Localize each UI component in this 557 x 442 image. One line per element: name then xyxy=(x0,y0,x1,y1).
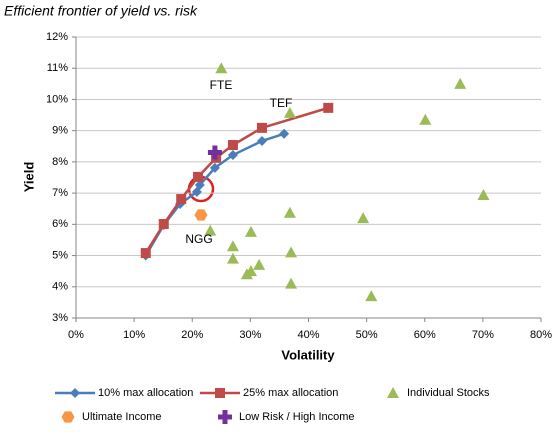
legend-item: Low Risk / High Income xyxy=(218,410,355,424)
x-tick-label: 80% xyxy=(530,329,552,341)
legend-label: Individual Stocks xyxy=(407,387,490,399)
marker xyxy=(283,206,296,218)
marker xyxy=(194,209,208,221)
y-tick-label: 8% xyxy=(52,156,68,168)
legend-item: Ultimate Income xyxy=(61,411,161,423)
marker xyxy=(158,219,169,230)
marker xyxy=(244,225,257,237)
marker xyxy=(419,113,432,125)
x-tick-label: 20% xyxy=(181,329,203,341)
marker xyxy=(227,140,238,151)
legend-label: 25% max allocation xyxy=(243,387,338,399)
y-tick-label: 4% xyxy=(52,281,68,293)
y-tick-label: 7% xyxy=(52,187,68,199)
marker xyxy=(140,248,151,259)
y-tick-label: 10% xyxy=(46,93,68,105)
marker xyxy=(218,410,232,424)
legend-item: Individual Stocks xyxy=(387,387,490,399)
marker xyxy=(387,387,399,398)
marker xyxy=(365,290,378,302)
y-tick-label: 3% xyxy=(52,312,68,324)
y-axis-title: Yield xyxy=(21,162,36,193)
y-tick-label: 5% xyxy=(52,249,68,261)
marker xyxy=(176,194,187,205)
marker xyxy=(285,246,298,258)
x-tick-label: 10% xyxy=(123,329,145,341)
marker xyxy=(215,62,228,74)
series-line xyxy=(144,106,329,254)
marker xyxy=(477,188,490,200)
marker xyxy=(204,224,217,236)
chart-title: Efficient frontier of yield vs. risk xyxy=(4,3,198,19)
x-tick-label: 40% xyxy=(297,329,319,341)
marker xyxy=(454,77,467,89)
marker xyxy=(193,171,204,182)
x-tick-label: 0% xyxy=(68,329,84,341)
y-tick-label: 11% xyxy=(47,62,68,74)
legend-label: Low Risk / High Income xyxy=(239,411,355,423)
marker xyxy=(209,162,220,173)
marker xyxy=(257,122,267,133)
marker xyxy=(240,268,253,280)
x-tick-label: 70% xyxy=(472,329,494,341)
marker xyxy=(285,277,298,289)
marker xyxy=(227,150,238,161)
grid xyxy=(76,36,541,319)
marker xyxy=(283,106,296,118)
y-tick-label: 6% xyxy=(52,218,68,230)
marker xyxy=(207,145,222,160)
annotation: FTE xyxy=(210,78,233,92)
x-tick-label: 50% xyxy=(356,329,378,341)
marker xyxy=(61,411,75,423)
marker xyxy=(357,212,370,224)
marker xyxy=(226,240,239,252)
marker xyxy=(70,388,80,398)
x-tick-label: 30% xyxy=(239,329,261,341)
marker xyxy=(257,135,267,146)
legend-item: 25% max allocation xyxy=(200,387,338,399)
marker xyxy=(279,128,290,139)
legend-label: 10% max allocation xyxy=(98,387,193,399)
marker xyxy=(194,179,205,190)
legend-label: Ultimate Income xyxy=(82,411,161,423)
annotation: TEF xyxy=(270,96,293,110)
marker xyxy=(323,102,334,113)
y-tick-label: 12% xyxy=(46,31,68,43)
marker xyxy=(226,252,239,264)
y-tick-label: 9% xyxy=(52,125,68,137)
legend-item: 10% max allocation xyxy=(55,387,193,399)
x-tick-label: 60% xyxy=(414,329,436,341)
annotation: NGG xyxy=(185,232,212,246)
x-axis-title: Volatility xyxy=(281,347,335,362)
marker xyxy=(215,388,225,398)
marker xyxy=(253,258,266,270)
